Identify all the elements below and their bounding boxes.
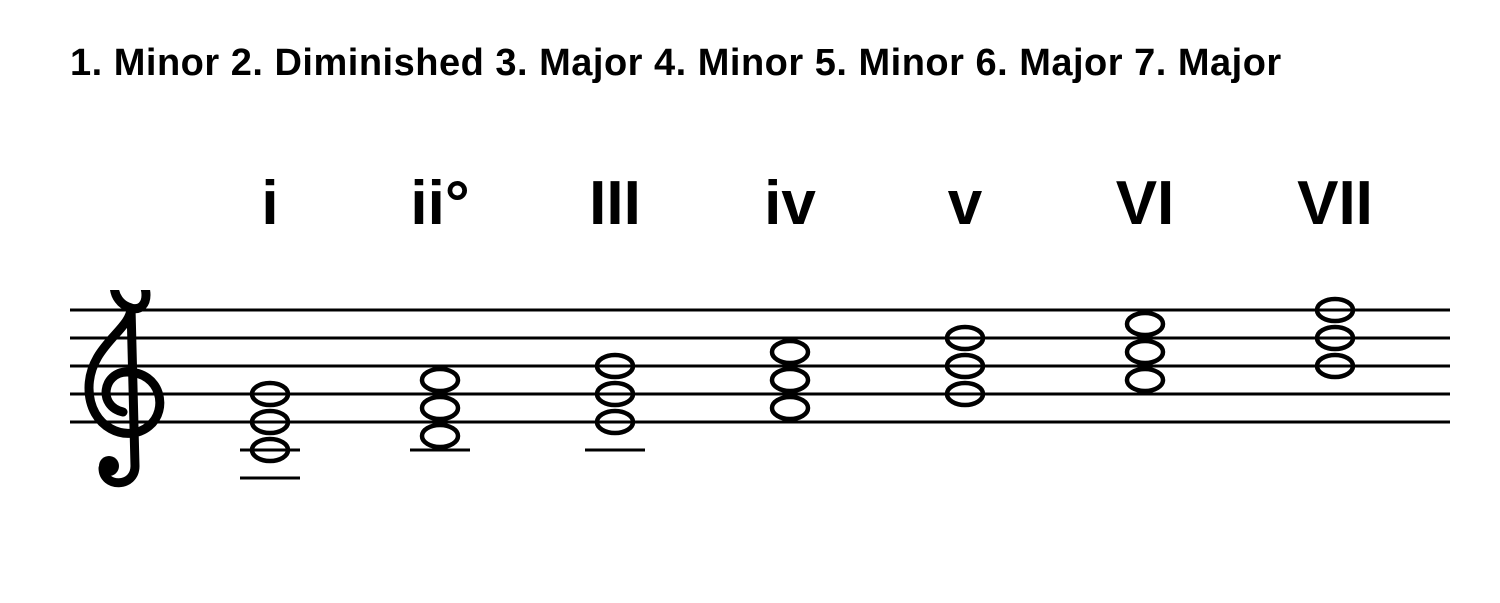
chord-quality-header: 1. Minor 2. Diminished 3. Major 4. Minor…: [70, 42, 1282, 85]
note-head: [1127, 313, 1163, 335]
note-head: [772, 369, 808, 391]
note-head: [422, 425, 458, 447]
note-head: [1127, 369, 1163, 391]
roman-numeral-row: i ii° III iv v VI VII: [0, 168, 1500, 248]
note-head: [422, 369, 458, 391]
roman-numeral: VI: [1116, 168, 1175, 239]
staff-container: [70, 290, 1450, 550]
note-head: [772, 341, 808, 363]
music-staff: [70, 290, 1450, 550]
roman-numeral: i: [261, 168, 278, 239]
roman-numeral: III: [589, 168, 641, 239]
roman-numeral: VII: [1297, 168, 1373, 239]
treble-clef-icon: [89, 290, 160, 483]
roman-numeral: v: [948, 168, 982, 239]
note-head: [1127, 341, 1163, 363]
roman-numeral: iv: [764, 168, 816, 239]
note-head: [422, 397, 458, 419]
roman-numeral: ii°: [410, 168, 469, 239]
note-head: [772, 397, 808, 419]
treble-clef-dot: [99, 456, 119, 476]
